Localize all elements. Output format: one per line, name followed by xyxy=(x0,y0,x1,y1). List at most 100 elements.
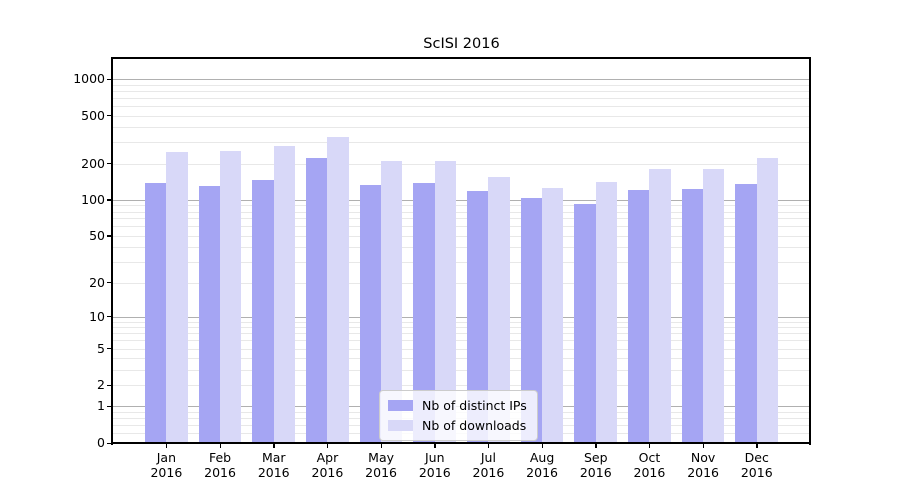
y-tick-mark xyxy=(107,282,111,284)
minor-gridline xyxy=(113,348,810,350)
bar-distinct-ips-sep xyxy=(574,204,596,443)
bar-downloads-jun xyxy=(434,160,457,443)
minor-gridline xyxy=(113,385,810,387)
month-label: Mar xyxy=(261,450,286,465)
minor-gridline xyxy=(113,247,810,249)
y-tick-label: 100 xyxy=(81,191,105,207)
minor-gridline xyxy=(113,218,810,220)
legend-swatch-downloads xyxy=(388,420,413,431)
x-tick-mark xyxy=(702,444,704,448)
bar-downloads-oct xyxy=(649,168,671,443)
minor-gridline xyxy=(113,358,810,360)
y-tick-label: 0 xyxy=(97,435,105,450)
year-label: 2016 xyxy=(687,465,719,480)
bottom-spine xyxy=(111,442,811,444)
year-label: 2016 xyxy=(472,465,505,480)
y-tick-mark xyxy=(107,316,111,318)
x-tick-mark xyxy=(380,444,382,448)
bar-downloads-dec xyxy=(756,157,779,443)
bar-distinct-ips-jun xyxy=(413,183,435,443)
month-label: Nov xyxy=(690,450,716,465)
y-tick-mark xyxy=(107,199,111,201)
y-tick-mark xyxy=(107,163,111,165)
x-tick-label-jun: Jun 2016 xyxy=(407,450,463,480)
y-tick-label: 50 xyxy=(89,227,105,243)
bar-distinct-ips-jan xyxy=(145,183,167,443)
x-tick-label-feb: Feb 2016 xyxy=(192,450,248,480)
month-label: Aug xyxy=(529,450,555,465)
bar-downloads-may xyxy=(381,160,403,443)
bar-downloads-sep xyxy=(595,182,618,443)
x-tick-mark xyxy=(273,444,275,448)
left-spine xyxy=(111,57,113,445)
bar-downloads-aug xyxy=(542,187,564,443)
bar-downloads-feb xyxy=(220,150,242,443)
minor-gridline xyxy=(113,327,810,329)
minor-gridline xyxy=(113,262,810,264)
top-spine xyxy=(111,57,811,59)
chart-title: ScISI 2016 xyxy=(423,36,500,52)
year-label: 2016 xyxy=(257,465,290,480)
bar-distinct-ips-dec xyxy=(735,183,757,443)
minor-gridline xyxy=(113,369,810,371)
year-label: 2016 xyxy=(150,465,183,480)
month-label: Jun xyxy=(424,450,445,465)
x-tick-label-sep: Sep 2016 xyxy=(568,450,624,480)
y-tick-label: 500 xyxy=(81,107,105,123)
minor-gridline xyxy=(113,235,810,237)
month-label: Sep xyxy=(583,450,608,465)
major-gridline xyxy=(113,79,810,81)
x-tick-label-apr: Apr 2016 xyxy=(299,450,355,480)
minor-gridline xyxy=(113,163,810,165)
year-label: 2016 xyxy=(365,465,397,480)
minor-gridline xyxy=(113,97,810,99)
legend-label-downloads: Nb of downloads xyxy=(422,418,527,433)
bar-downloads-apr xyxy=(327,136,349,443)
legend: Nb of distinct IPs Nb of downloads xyxy=(379,390,538,441)
minor-gridline xyxy=(113,127,810,129)
month-label: Jan xyxy=(156,450,177,465)
x-tick-label-nov: Nov 2016 xyxy=(675,450,731,480)
month-label: Dec xyxy=(744,450,769,465)
y-tick-label: 20 xyxy=(89,274,105,290)
year-label: 2016 xyxy=(526,465,558,480)
y-tick-mark xyxy=(107,235,111,237)
legend-label-distinct-ips: Nb of distinct IPs xyxy=(422,398,527,413)
bar-distinct-ips-jul xyxy=(467,190,489,443)
year-label: 2016 xyxy=(579,465,612,480)
minor-gridline xyxy=(113,333,810,335)
x-tick-label-aug: Aug 2016 xyxy=(514,450,570,480)
x-tick-mark xyxy=(541,444,543,448)
plot-area: Nb of distinct IPs Nb of downloads xyxy=(113,58,810,443)
bar-downloads-mar xyxy=(273,145,296,443)
x-tick-label-dec: Dec 2016 xyxy=(729,450,785,480)
minor-gridline xyxy=(113,282,810,284)
minor-gridline xyxy=(113,142,810,144)
year-label: 2016 xyxy=(204,465,236,480)
y-tick-mark xyxy=(107,115,111,117)
x-tick-mark xyxy=(326,444,329,448)
major-gridline xyxy=(113,316,810,318)
y-tick-label: 10 xyxy=(89,308,105,324)
bar-distinct-ips-aug xyxy=(520,197,543,443)
y-tick-label: 5 xyxy=(97,340,105,356)
month-label: Feb xyxy=(208,450,232,465)
minor-gridline xyxy=(113,90,810,92)
x-tick-mark xyxy=(595,444,597,448)
legend-item-downloads: Nb of downloads xyxy=(388,418,527,433)
y-tick-mark xyxy=(107,384,111,386)
month-label: Apr xyxy=(316,450,339,465)
year-label: 2016 xyxy=(311,465,344,480)
y-tick-mark xyxy=(107,405,111,408)
y-tick-label: 1000 xyxy=(73,71,105,87)
bar-downloads-jan xyxy=(166,151,188,443)
minor-gridline xyxy=(113,84,810,86)
bar-distinct-ips-nov xyxy=(681,188,704,443)
bar-distinct-ips-mar xyxy=(252,180,274,443)
bar-downloads-jul xyxy=(488,176,510,443)
year-label: 2016 xyxy=(418,465,451,480)
bar-distinct-ips-may xyxy=(359,185,382,443)
major-gridline xyxy=(113,199,810,201)
minor-gridline xyxy=(113,321,810,323)
